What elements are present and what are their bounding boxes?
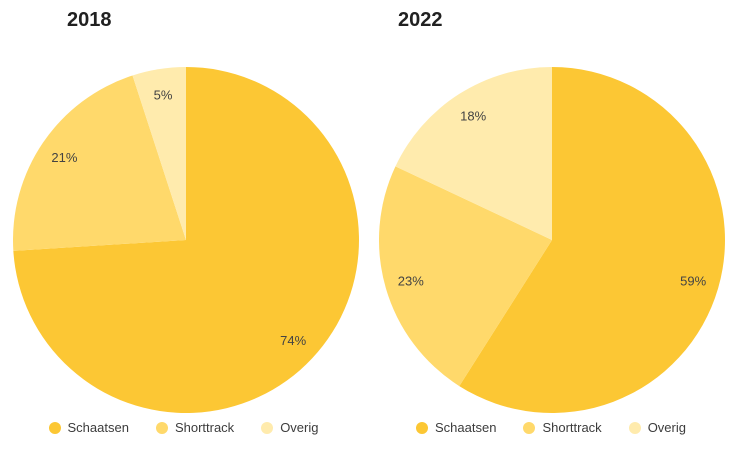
slice-label-schaatsen: 59% [680, 274, 706, 289]
chart-2022: 2022 59% 23% 18% Schaatsen Shorttrack Over… [367, 0, 735, 450]
pie-2022[interactable]: 59% 23% 18% [379, 67, 725, 413]
legend-label-overig: Overig [647, 420, 686, 435]
slice-label-shorttrack: 21% [51, 150, 77, 165]
chart-2018: 2018 74% 21% 5% Schaatsen Shorttrack Overi… [0, 0, 367, 450]
pie-slice-overig[interactable] [132, 67, 186, 240]
chart-title-2022: 2022 [398, 9, 443, 31]
slice-label-shorttrack: 23% [398, 274, 424, 289]
legend-2022: Schaatsen Shorttrack Overig [367, 421, 735, 435]
pie-slice-shorttrack[interactable] [13, 75, 186, 251]
pie-2018[interactable]: 74% 21% 5% [13, 67, 359, 413]
slice-label-schaatsen: 74% [280, 333, 306, 348]
legend-label-shorttrack: Shorttrack [174, 420, 235, 435]
legend-item-schaatsen[interactable]: Schaatsen [416, 421, 496, 435]
pie-slice-schaatsen[interactable] [459, 67, 725, 413]
legend-swatch-schaatsen-icon [48, 422, 61, 434]
slice-label-overig: 5% [154, 87, 173, 102]
legend-swatch-shorttrack-icon [155, 422, 168, 434]
legend-label-schaatsen: Schaatsen [435, 420, 497, 435]
legend-item-overig[interactable]: Overig [628, 420, 686, 435]
pie-slice-shorttrack[interactable] [379, 166, 552, 387]
legend-swatch-shorttrack-icon [523, 422, 536, 434]
legend-swatch-schaatsen-icon [416, 422, 428, 434]
pie-slice-overig[interactable] [395, 67, 552, 240]
legend-item-shorttrack[interactable]: Shorttrack [523, 420, 602, 435]
legend-swatch-overig-icon [261, 422, 274, 434]
legend-label-schaatsen: Schaatsen [67, 420, 129, 435]
pie-slice-schaatsen[interactable] [13, 67, 359, 413]
chart-title-2018: 2018 [67, 9, 112, 31]
legend-item-schaatsen[interactable]: Schaatsen [48, 420, 129, 435]
legend-2018: Schaatsen Shorttrack Overig [0, 421, 367, 435]
legend-item-overig[interactable]: Overig [261, 421, 318, 435]
slice-label-overig: 18% [460, 108, 486, 123]
legend-label-overig: Overig [280, 420, 319, 435]
legend-label-shorttrack: Shorttrack [542, 420, 602, 435]
legend-item-shorttrack[interactable]: Shorttrack [155, 420, 235, 435]
legend-swatch-overig-icon [628, 422, 641, 434]
